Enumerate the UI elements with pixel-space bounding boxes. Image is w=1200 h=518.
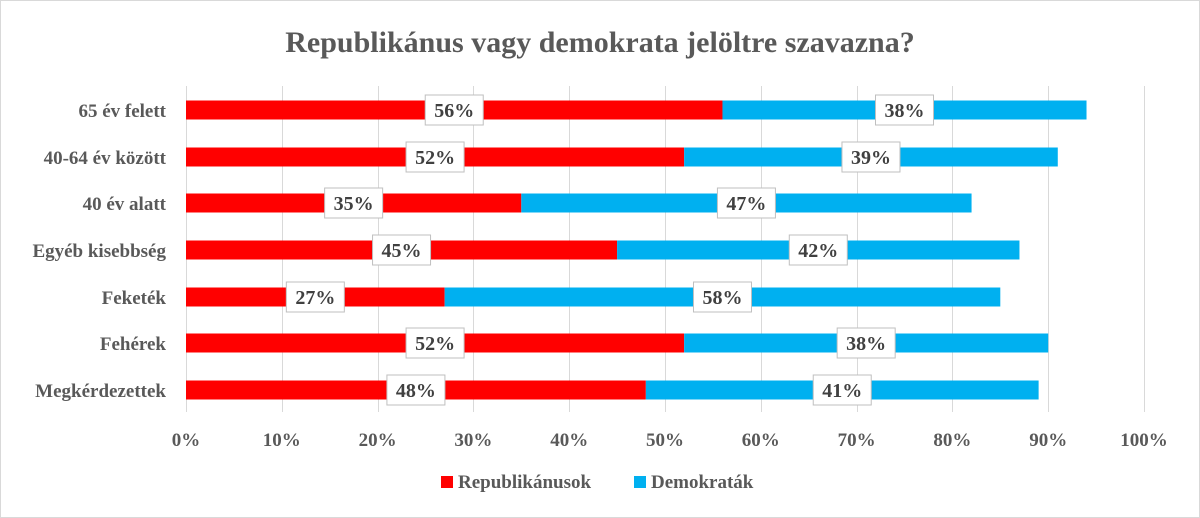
legend-swatch-demokratak — [634, 476, 646, 488]
data-label-demokratak-egyeb-kisebbseg: 42% — [798, 240, 838, 262]
x-tick-label-100: 100% — [1120, 430, 1168, 451]
data-label-demokratak-40-ev-alatt: 47% — [726, 193, 766, 215]
x-tick-label-30: 30% — [454, 430, 492, 451]
data-label-box-demokratak-40-64-ev-kozott — [841, 141, 901, 173]
legend-label-republikanusok: Republikánusok — [458, 472, 592, 493]
data-label-demokratak-feketek: 58% — [702, 287, 742, 309]
x-tick-label-50: 50% — [646, 430, 684, 451]
data-label-box-demokratak-40-ev-alatt — [716, 187, 776, 219]
category-label-egyeb-kisebbseg: Egyéb kisebbség — [32, 241, 166, 262]
category-label-40-64-ev-kozott: 40-64 év között — [44, 148, 167, 169]
data-label-box-republikanusok-egyeb-kisebbseg — [372, 234, 432, 266]
data-label-demokratak-65-ev-felett: 38% — [885, 100, 925, 122]
data-label-box-demokratak-feherek — [836, 327, 896, 359]
data-label-box-republikanusok-feherek — [405, 327, 465, 359]
category-label-feherek: Fehérek — [100, 334, 167, 355]
x-tick-label-60: 60% — [742, 430, 780, 451]
data-label-republikanusok-egyeb-kisebbseg: 45% — [382, 240, 422, 262]
x-tick-label-40: 40% — [550, 430, 588, 451]
data-label-box-demokratak-egyeb-kisebbseg — [788, 234, 848, 266]
data-label-demokratak-40-64-ev-kozott: 39% — [851, 147, 891, 169]
data-label-box-republikanusok-40-ev-alatt — [324, 187, 384, 219]
data-label-box-republikanusok-feketek — [285, 281, 345, 313]
category-label-megkerdezettek: Megkérdezettek — [35, 381, 166, 402]
data-label-demokratak-megkerdezettek: 41% — [822, 380, 862, 402]
data-label-box-republikanusok-65-ev-felett — [424, 94, 484, 126]
data-label-box-republikanusok-megkerdezettek — [386, 374, 446, 406]
x-tick-label-10: 10% — [263, 430, 301, 451]
data-labels: 56% 38% 52% 39% 35% 47% 45% 42% 27% 58% 52% 38% 48% 4… — [285, 94, 934, 406]
x-tick-label-90: 90% — [1029, 430, 1067, 451]
x-tick-label-20: 20% — [359, 430, 397, 451]
data-label-box-demokratak-65-ev-felett — [875, 94, 934, 126]
category-label-65-ev-felett: 65 év felett — [78, 101, 166, 122]
data-label-republikanusok-megkerdezettek: 48% — [396, 380, 436, 402]
data-label-box-republikanusok-40-64-ev-kozott — [405, 141, 465, 173]
x-tick-label-0: 0% — [172, 430, 201, 451]
chart-title: Republikánus vagy demokrata jelöltre sza… — [285, 26, 914, 59]
data-label-republikanusok-65-ev-felett: 56% — [434, 100, 474, 122]
category-labels: 65 év felett 40-64 év között 40 év alatt Eg… — [32, 101, 166, 402]
data-label-republikanusok-40-64-ev-kozott: 52% — [415, 147, 455, 169]
legend-swatch-republikanusok — [441, 476, 453, 488]
data-label-republikanusok-feketek: 27% — [295, 287, 335, 309]
data-label-republikanusok-feherek: 52% — [415, 333, 455, 355]
legend: Republikánusok Demokraták — [441, 472, 754, 493]
data-label-box-demokratak-feketek — [692, 281, 752, 313]
data-label-demokratak-feherek: 38% — [846, 333, 886, 355]
category-label-feketek: Feketék — [102, 288, 167, 309]
category-label-40-ev-alatt: 40 év alatt — [83, 194, 167, 215]
data-label-republikanusok-40-ev-alatt: 35% — [334, 193, 374, 215]
data-label-box-demokratak-megkerdezettek — [812, 374, 872, 406]
x-tick-label-70: 70% — [838, 430, 876, 451]
x-tick-labels: 0% 10% 20% 30% 40% 50% 60% 70% 80% 90% 100% — [172, 430, 1168, 451]
x-tick-label-80: 80% — [933, 430, 971, 451]
legend-label-demokratak: Demokraták — [651, 472, 754, 493]
